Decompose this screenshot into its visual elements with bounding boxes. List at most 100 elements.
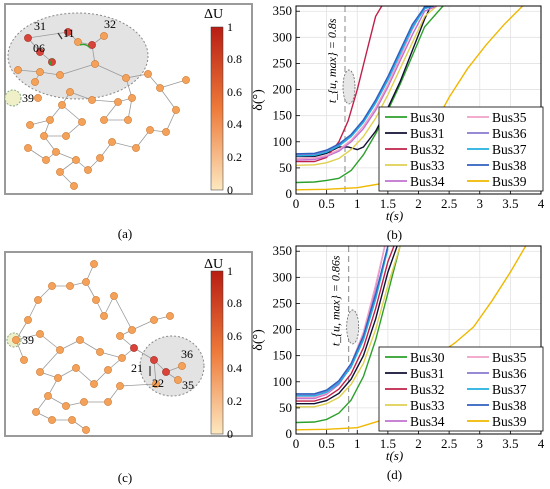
series-line-bus32 <box>296 6 383 163</box>
y-tick-label: 0 <box>286 426 293 441</box>
bus-node <box>72 156 80 164</box>
network-edge <box>94 63 127 79</box>
bus-node <box>56 346 64 354</box>
bus-node <box>62 132 70 140</box>
bus-node <box>80 398 88 406</box>
bus-node <box>24 144 32 152</box>
series-line-bus32 <box>296 246 395 402</box>
y-axis-label: δ(°) <box>251 329 266 351</box>
bus-node <box>88 96 96 104</box>
x-axis-label: t(s) <box>386 208 403 223</box>
bus-node <box>26 121 34 129</box>
bus-node <box>40 132 48 140</box>
y-tick-label: 150 <box>273 108 293 123</box>
x-tick-label: 2 <box>415 196 422 211</box>
legend-label-bus30: Bus30 <box>410 350 445 365</box>
colorbar-gradient <box>210 270 224 435</box>
colorbar-c: ΔU 1 0.8 0.6 0.4 0.2 0 <box>204 257 242 441</box>
y-tick-label: 200 <box>273 322 293 337</box>
series-line-bus30 <box>296 6 444 184</box>
network-edge <box>111 141 137 149</box>
legend-label-bus34: Bus34 <box>410 174 445 189</box>
arrow-icon <box>79 43 91 49</box>
bus-node <box>132 144 140 152</box>
y-tick-label: 300 <box>273 29 293 44</box>
bus-node <box>156 84 164 92</box>
network-edge <box>39 333 61 351</box>
bus-node <box>52 148 60 156</box>
bus-node <box>104 398 112 406</box>
legend-label-bus32: Bus32 <box>410 382 445 397</box>
series-line-bus37 <box>296 6 434 157</box>
x-tick-label: 0 <box>293 196 300 211</box>
y-tick-label: 350 <box>273 243 293 258</box>
legend-label-bus34: Bus34 <box>410 414 445 429</box>
crossing-highlight <box>346 309 360 345</box>
panel-label: (d) <box>387 467 402 482</box>
legend-label-bus36: Bus36 <box>492 366 527 381</box>
legend-label-bus32: Bus32 <box>410 142 445 157</box>
bus-node <box>118 354 126 362</box>
x-tick-label: 3 <box>477 436 484 451</box>
x-tick-label: 0.5 <box>319 436 335 451</box>
highlight-area <box>7 12 149 100</box>
legend-label-bus33: Bus33 <box>410 158 445 173</box>
bus-node <box>110 292 118 300</box>
x-tick-label: 3 <box>477 196 484 211</box>
bus-node <box>178 362 186 370</box>
colorbar-tick: 0 <box>227 183 233 197</box>
legend-label-bus30: Bus30 <box>410 110 445 125</box>
legend-label-bus33: Bus33 <box>410 398 445 413</box>
bus-node <box>100 312 108 320</box>
bus-label-39: 39 <box>22 91 34 105</box>
network-edge <box>39 349 61 373</box>
bus-node <box>24 316 32 324</box>
bus-node <box>92 296 100 304</box>
network-edge <box>59 63 96 76</box>
bus-node <box>90 260 98 268</box>
y-tick-label: 150 <box>273 348 293 363</box>
series-line-bus33 <box>296 6 438 166</box>
bus-label-21: 21 <box>131 361 143 375</box>
legend-label-bus31: Bus31 <box>410 366 445 381</box>
bus-node <box>64 28 72 36</box>
colorbar-label: ΔU <box>204 257 223 272</box>
legend-label-bus31: Bus31 <box>410 126 445 141</box>
bus-node <box>68 416 76 424</box>
y-tick-label: 0 <box>286 186 293 201</box>
series-line-bus38 <box>296 6 434 155</box>
arrow-icon <box>49 57 53 66</box>
series-line-bus30 <box>296 246 401 424</box>
colorbar-tick: 0.6 <box>227 85 242 99</box>
y-tick-label: 250 <box>273 295 293 310</box>
legend-label-bus37: Bus37 <box>492 142 527 157</box>
bus-label-32: 32 <box>104 17 116 31</box>
bus-node <box>48 282 56 290</box>
bus-node <box>12 336 20 344</box>
bus-label-35: 35 <box>182 378 194 392</box>
x-tick-label: 1.5 <box>380 436 396 451</box>
legend-label-bus39: Bus39 <box>492 174 527 189</box>
bus-node <box>150 356 158 364</box>
bus-label-31: 31 <box>34 19 46 33</box>
network-nodes <box>12 260 186 434</box>
bus-node <box>58 101 66 109</box>
threshold-annotation: t_{u, max} = 0.86s <box>329 255 343 346</box>
y-tick-label: 50 <box>279 400 292 415</box>
bus-node <box>66 88 74 96</box>
bus-node <box>24 34 32 42</box>
colorbar-tick: 0 <box>227 427 233 441</box>
network-edge <box>131 319 155 331</box>
bus-node <box>144 70 152 78</box>
x-tick-label: 2.5 <box>441 436 457 451</box>
bus-label-11: 11 <box>63 26 75 40</box>
panel-label: (b) <box>387 227 402 242</box>
bus-node <box>56 168 64 176</box>
legend-label-bus39: Bus39 <box>492 414 527 429</box>
x-tick-label: 1 <box>354 196 361 211</box>
bus-node <box>108 138 116 146</box>
bus-node <box>116 332 124 340</box>
legend-label-bus37: Bus37 <box>492 382 527 397</box>
network-edge <box>159 79 187 89</box>
